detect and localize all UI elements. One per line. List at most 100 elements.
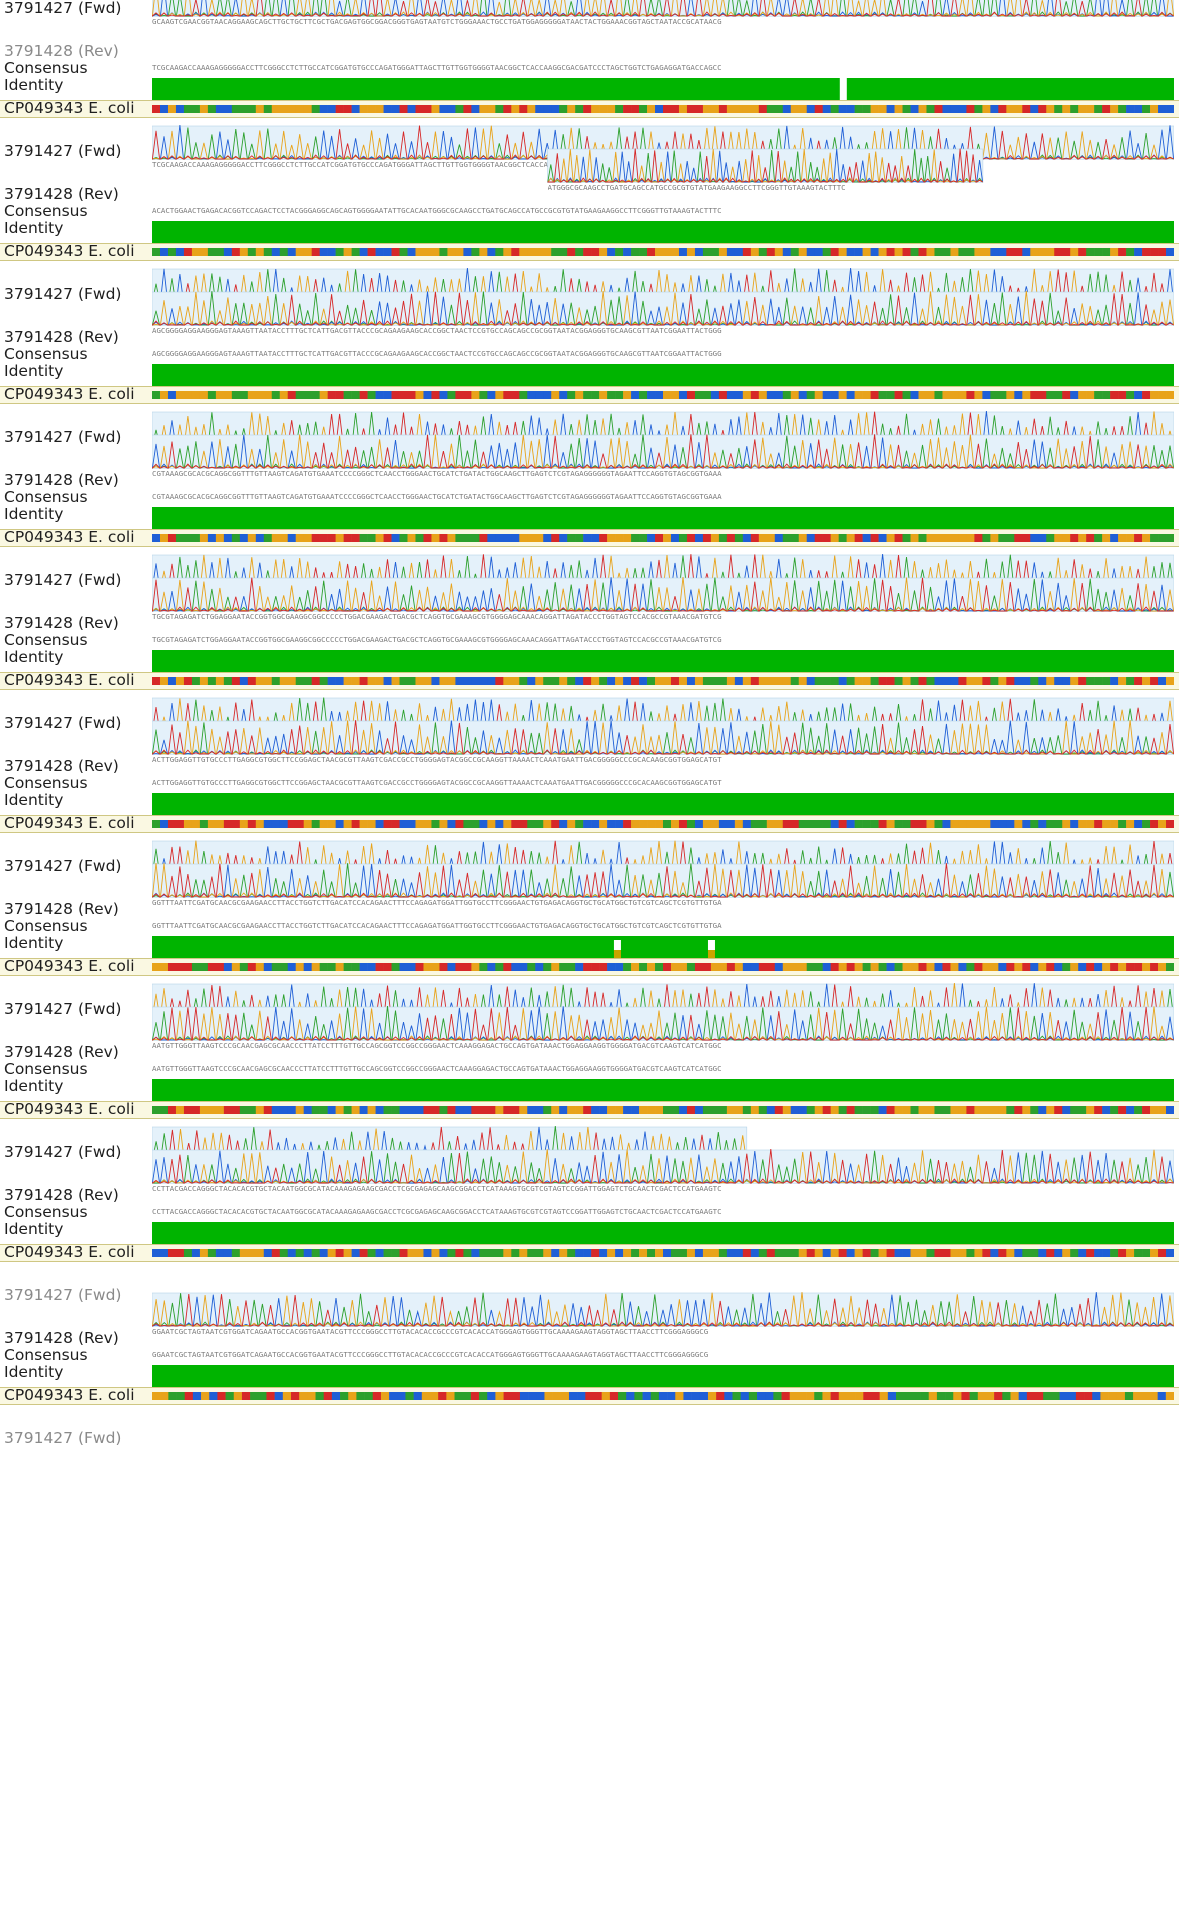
reference-base (878, 105, 887, 113)
reference-base (838, 677, 847, 685)
reference-base (623, 391, 632, 399)
reference-base (694, 534, 704, 542)
fwd-read-sequence: TCGCAAGACCAAAGAGGGGGACCTTCGGGCCTCTTGCCAT… (152, 160, 722, 169)
consensus-label: Consensus (4, 631, 88, 649)
reference-base (319, 677, 328, 685)
reference-base (495, 105, 504, 113)
reference-base (1100, 1392, 1109, 1400)
reference-base (319, 248, 328, 256)
reference-base (567, 248, 576, 256)
reference-base (686, 248, 696, 256)
rev-read-sequence: CGTAAAGCGCACGCAGGCGGTTTGTTAAGTCAGATGTGAA… (152, 469, 722, 478)
reference-base (1054, 963, 1063, 971)
reference-base (183, 1106, 193, 1114)
reference-base (375, 1249, 384, 1257)
rev-read-track: ACTTGGAGGTTGTGCCCTTGAGGCGTGGCTTCCGGAGCTA… (0, 715, 1179, 775)
reference-base (607, 820, 616, 828)
reference-base (559, 534, 568, 542)
reference-base (567, 534, 576, 542)
reference-base (1022, 1249, 1031, 1257)
reference-base (407, 1106, 416, 1114)
read-label-fwd: 3791427 (Fwd) (4, 1429, 122, 1447)
read-label-rev: 3791428 (Rev) (4, 614, 119, 632)
reference-base (686, 963, 696, 971)
reference-base (599, 534, 608, 542)
reference-base (1006, 1249, 1015, 1257)
reference-base (1006, 1106, 1015, 1114)
reference-base (862, 677, 871, 685)
reference-base (734, 105, 744, 113)
reference-base (367, 105, 376, 113)
reference-base (742, 963, 752, 971)
reference-base (391, 534, 400, 542)
reference-base (503, 1392, 513, 1400)
reference-base (1166, 534, 1174, 542)
reference-base (838, 1106, 847, 1114)
reference-base (207, 677, 217, 685)
reference-base (918, 534, 927, 542)
reference-base (910, 105, 919, 113)
reference-base (1142, 1249, 1151, 1257)
read-label-fwd: 3791427 (Fwd) (4, 285, 122, 303)
reference-base (255, 391, 265, 399)
reference-base (439, 1249, 448, 1257)
reference-base (327, 534, 336, 542)
read-label-rev: 3791428 (Rev) (4, 1043, 119, 1061)
identity-bar (152, 78, 1174, 100)
rev-read-sequence: GGAATCGCTAGTAATCGTGGATCAGAATGCCACGGTGAAT… (152, 1327, 709, 1336)
reference-base (527, 677, 536, 685)
reference-base (918, 391, 927, 399)
identity-label: Identity (4, 1363, 64, 1381)
reference-base (343, 248, 352, 256)
reference-base (707, 1392, 717, 1400)
reference-base (239, 391, 249, 399)
trace-channel-T (152, 577, 1174, 612)
reference-base (1014, 391, 1023, 399)
reference-base (175, 391, 185, 399)
reference-base (1134, 248, 1143, 256)
reference-base (718, 1106, 728, 1114)
reference-base (734, 677, 744, 685)
reference-base (383, 534, 392, 542)
reference-base (982, 1249, 991, 1257)
reference-label: CP049343 E. coli (4, 1386, 135, 1404)
reference-base (934, 1106, 943, 1114)
reference-base (1078, 534, 1087, 542)
reference-base (591, 963, 600, 971)
reference-base (311, 105, 320, 113)
reference-base (982, 105, 991, 113)
reference-base (1014, 963, 1023, 971)
reference-base (335, 820, 344, 828)
reference-base (894, 391, 903, 399)
reference-base (263, 105, 273, 113)
reference-base (726, 248, 736, 256)
reference-base (782, 534, 792, 542)
reference-base (551, 391, 560, 399)
reference-base (511, 963, 520, 971)
reference-row: CP049343 E. coli (0, 99, 1179, 118)
reference-base (471, 248, 480, 256)
reference-base (1022, 963, 1031, 971)
reference-base (1142, 677, 1151, 685)
reference-base (854, 1106, 863, 1114)
reference-base (1124, 1392, 1134, 1400)
reference-base (1086, 248, 1095, 256)
reference-base (255, 677, 265, 685)
reference-base (982, 1106, 991, 1114)
reference-base (966, 963, 975, 971)
reference-base (359, 820, 368, 828)
rev-read-track: ATGGGCGCAAGCCTGATGCAGCCATGCCGCGTGTATGAAG… (0, 143, 1179, 203)
reference-base (1022, 1106, 1031, 1114)
reference-base-strip (152, 820, 1174, 828)
reference-base (544, 1392, 553, 1400)
reference-base (191, 963, 201, 971)
reference-base (159, 391, 169, 399)
identity-bar (152, 1222, 1174, 1244)
reference-base (894, 963, 903, 971)
reference-base (311, 820, 320, 828)
reference-base (255, 1249, 265, 1257)
reference-base (311, 1106, 320, 1114)
reference-base (702, 1106, 712, 1114)
reference-base (263, 391, 273, 399)
